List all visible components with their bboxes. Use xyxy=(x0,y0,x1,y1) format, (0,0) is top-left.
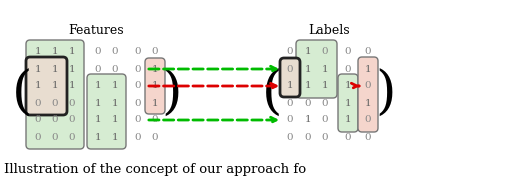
Text: 0: 0 xyxy=(35,132,41,141)
Text: 0: 0 xyxy=(152,132,159,141)
Text: 0: 0 xyxy=(35,116,41,124)
Text: 0: 0 xyxy=(305,98,311,108)
Text: 1: 1 xyxy=(305,48,311,56)
Text: 0: 0 xyxy=(344,132,351,141)
Text: 1: 1 xyxy=(344,116,351,124)
Text: 0: 0 xyxy=(322,116,328,124)
Text: 0: 0 xyxy=(135,98,141,108)
Text: 0: 0 xyxy=(322,48,328,56)
Text: 1: 1 xyxy=(95,116,102,124)
FancyBboxPatch shape xyxy=(358,57,378,132)
Text: 1: 1 xyxy=(365,64,371,74)
Text: 0: 0 xyxy=(35,98,41,108)
Text: 1: 1 xyxy=(112,116,118,124)
Text: 0: 0 xyxy=(135,64,141,74)
Text: 0: 0 xyxy=(52,132,59,141)
Text: 1: 1 xyxy=(35,82,41,90)
FancyBboxPatch shape xyxy=(26,57,67,115)
Text: Illustration of the concept of our approach fo: Illustration of the concept of our appro… xyxy=(4,163,306,177)
Text: 1: 1 xyxy=(69,82,75,90)
Text: ): ) xyxy=(376,69,396,120)
Text: 0: 0 xyxy=(365,132,371,141)
Text: 0: 0 xyxy=(365,82,371,90)
Text: 1: 1 xyxy=(112,98,118,108)
Text: 0: 0 xyxy=(286,98,293,108)
Text: 1: 1 xyxy=(95,132,102,141)
FancyBboxPatch shape xyxy=(26,40,84,149)
Text: 0: 0 xyxy=(286,48,293,56)
Text: 1: 1 xyxy=(344,82,351,90)
Text: 1: 1 xyxy=(35,48,41,56)
FancyBboxPatch shape xyxy=(145,58,165,114)
Text: 1: 1 xyxy=(152,82,159,90)
Text: 0: 0 xyxy=(152,48,159,56)
Text: 0: 0 xyxy=(365,48,371,56)
Text: 0: 0 xyxy=(135,132,141,141)
Text: 0: 0 xyxy=(112,64,118,74)
Text: 0: 0 xyxy=(286,64,293,74)
Text: 0: 0 xyxy=(365,116,371,124)
Text: 1: 1 xyxy=(95,82,102,90)
Text: 0: 0 xyxy=(322,132,328,141)
Text: 1: 1 xyxy=(52,48,59,56)
Text: 0: 0 xyxy=(135,116,141,124)
Text: Labels: Labels xyxy=(308,23,350,37)
Text: 1: 1 xyxy=(322,82,328,90)
Text: 0: 0 xyxy=(344,64,351,74)
Text: 1: 1 xyxy=(52,82,59,90)
Text: 1: 1 xyxy=(69,48,75,56)
Text: 0: 0 xyxy=(69,116,75,124)
Text: 0: 0 xyxy=(95,64,102,74)
Text: 1: 1 xyxy=(322,64,328,74)
Text: 1: 1 xyxy=(344,98,351,108)
Text: 1: 1 xyxy=(152,98,159,108)
Text: 1: 1 xyxy=(69,64,75,74)
FancyBboxPatch shape xyxy=(87,74,126,149)
Text: 0: 0 xyxy=(112,48,118,56)
Text: 0: 0 xyxy=(95,48,102,56)
Text: 1: 1 xyxy=(112,132,118,141)
Text: 1: 1 xyxy=(365,98,371,108)
FancyBboxPatch shape xyxy=(296,40,337,98)
Text: 0: 0 xyxy=(286,116,293,124)
Text: 1: 1 xyxy=(52,64,59,74)
Text: 0: 0 xyxy=(69,98,75,108)
Text: Features: Features xyxy=(69,23,124,37)
Text: 1: 1 xyxy=(95,98,102,108)
Text: 1: 1 xyxy=(35,64,41,74)
Text: 0: 0 xyxy=(135,48,141,56)
Text: 1: 1 xyxy=(305,82,311,90)
Text: 1: 1 xyxy=(152,64,159,74)
Text: 0: 0 xyxy=(69,132,75,141)
Text: 0: 0 xyxy=(52,98,59,108)
Text: 0: 0 xyxy=(344,48,351,56)
Text: 0: 0 xyxy=(52,116,59,124)
Text: 0: 0 xyxy=(322,98,328,108)
Text: 1: 1 xyxy=(112,82,118,90)
Text: 0: 0 xyxy=(135,82,141,90)
Text: (: ( xyxy=(262,69,282,120)
Text: 1: 1 xyxy=(286,82,293,90)
FancyBboxPatch shape xyxy=(338,74,358,132)
Text: ): ) xyxy=(162,69,182,120)
Text: 0: 0 xyxy=(152,116,159,124)
FancyBboxPatch shape xyxy=(280,58,300,97)
Text: 0: 0 xyxy=(305,132,311,141)
Text: (: ( xyxy=(12,69,32,120)
Text: 0: 0 xyxy=(286,132,293,141)
Text: 1: 1 xyxy=(305,116,311,124)
Text: 1: 1 xyxy=(305,64,311,74)
